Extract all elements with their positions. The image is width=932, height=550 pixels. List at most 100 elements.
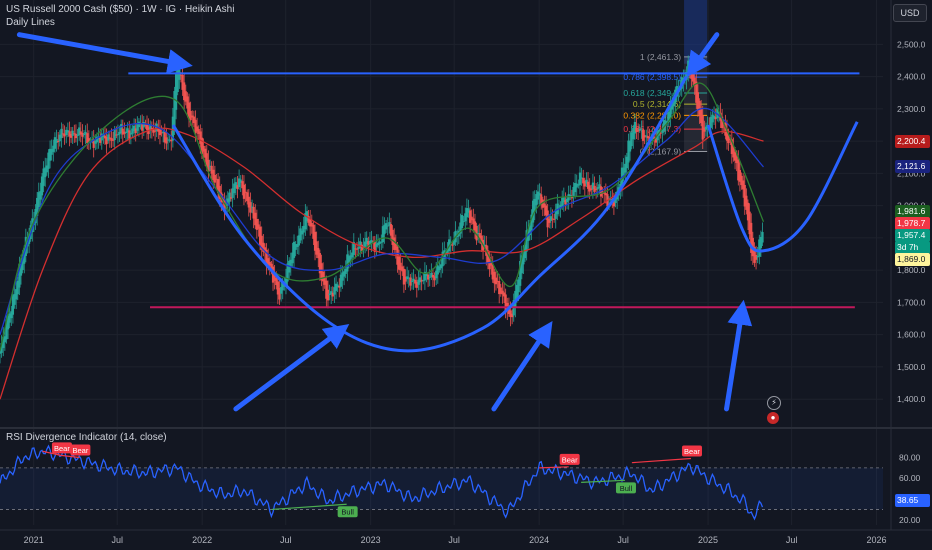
- candle-body: [580, 177, 583, 179]
- candle-body: [69, 133, 73, 138]
- candle-body: [388, 222, 391, 226]
- lightning-icon[interactable]: ⚡: [767, 396, 781, 410]
- candle-body: [170, 139, 173, 142]
- candle-body: [318, 253, 321, 274]
- candle-body: [341, 272, 344, 281]
- candle-body: [241, 181, 244, 189]
- candle-body: [472, 218, 475, 225]
- flag-icon[interactable]: ●: [767, 412, 779, 424]
- candle-body: [205, 153, 208, 167]
- candle-body: [296, 244, 299, 247]
- candle-body: [255, 219, 258, 230]
- candle-body: [452, 239, 456, 245]
- candle-body: [574, 183, 577, 193]
- candle-body: [301, 230, 304, 235]
- candle-body: [430, 272, 433, 278]
- candle-body: [553, 218, 556, 220]
- candle-body: [438, 266, 441, 270]
- candle-body: [465, 208, 468, 218]
- candle-body: [614, 195, 617, 203]
- candle-body: [501, 290, 504, 295]
- candle-body: [704, 126, 708, 130]
- candle-body: [746, 202, 750, 221]
- candle-body: [210, 165, 213, 174]
- candle-body: [313, 231, 317, 251]
- candle-body: [291, 252, 294, 264]
- candle-body: [464, 213, 467, 222]
- price-tick-label: 2,500.0: [897, 39, 926, 49]
- candle-body: [45, 165, 48, 173]
- candle-body: [646, 135, 649, 139]
- candle-body: [439, 264, 443, 269]
- candle-body: [192, 116, 195, 124]
- candle-body: [551, 218, 554, 220]
- candle-body: [427, 274, 430, 280]
- candle-body: [344, 269, 347, 274]
- candle-body: [48, 148, 52, 161]
- currency-button[interactable]: USD: [893, 4, 927, 22]
- candle-body: [486, 250, 489, 264]
- price-tick-label: 1,700.0: [897, 297, 926, 307]
- candle-body: [302, 225, 305, 233]
- candle-body: [410, 280, 414, 282]
- candle-body: [572, 186, 575, 198]
- candle-body: [207, 159, 210, 172]
- candle-body: [359, 241, 362, 249]
- candle-body: [549, 216, 552, 221]
- candle-body: [364, 241, 367, 247]
- candle-body: [107, 134, 110, 141]
- candle-body: [633, 121, 637, 134]
- candle-body: [732, 146, 735, 158]
- candle-body: [627, 140, 630, 163]
- candle-body: [538, 193, 541, 196]
- candle-body: [92, 139, 95, 148]
- candle-body: [150, 127, 153, 130]
- candle-body: [194, 119, 197, 134]
- divergence-line: [631, 457, 692, 464]
- candle-body: [504, 294, 507, 312]
- candle-body: [216, 179, 220, 193]
- fib-level-label: 0.618 (2,349.2): [623, 88, 681, 98]
- candle-body: [18, 263, 21, 288]
- candle-body: [622, 167, 625, 178]
- candle-body: [166, 139, 170, 141]
- candle-body: [402, 268, 405, 285]
- divergence-label: Bull: [341, 508, 354, 517]
- candle-body: [654, 137, 658, 143]
- annotation-arrow: [686, 32, 720, 78]
- price-tick-label: 2,300.0: [897, 104, 926, 114]
- candle-body: [423, 271, 426, 281]
- candle-body: [81, 132, 84, 137]
- candle-body: [99, 137, 102, 143]
- fib-column-highlight: [684, 0, 708, 64]
- candle-body: [716, 108, 719, 119]
- candle-body: [535, 194, 538, 206]
- annotation-arrow: [491, 321, 553, 412]
- candle-body: [459, 222, 462, 234]
- candle-body: [339, 274, 342, 287]
- handle-curve: [706, 121, 859, 253]
- candle-body: [343, 271, 346, 277]
- candle-body: [578, 172, 582, 185]
- rsi-tick-label: 60.00: [899, 473, 921, 483]
- candle-body: [2, 336, 5, 348]
- candle-body: [265, 249, 268, 267]
- candle-body: [496, 280, 499, 282]
- candle-body: [58, 134, 61, 142]
- candle-body: [456, 236, 459, 238]
- candle-body: [470, 216, 473, 221]
- candle-body: [641, 129, 645, 141]
- candle-body: [378, 241, 381, 245]
- candle-body: [108, 137, 111, 139]
- candle-body: [428, 276, 431, 278]
- candle-body: [158, 129, 162, 136]
- candle-body: [645, 135, 648, 137]
- candle-body: [186, 96, 189, 109]
- divergence-line: [539, 466, 569, 469]
- candle-body: [132, 125, 136, 132]
- candle-body: [142, 121, 145, 128]
- candle-body: [63, 133, 66, 137]
- candle-body: [714, 117, 717, 120]
